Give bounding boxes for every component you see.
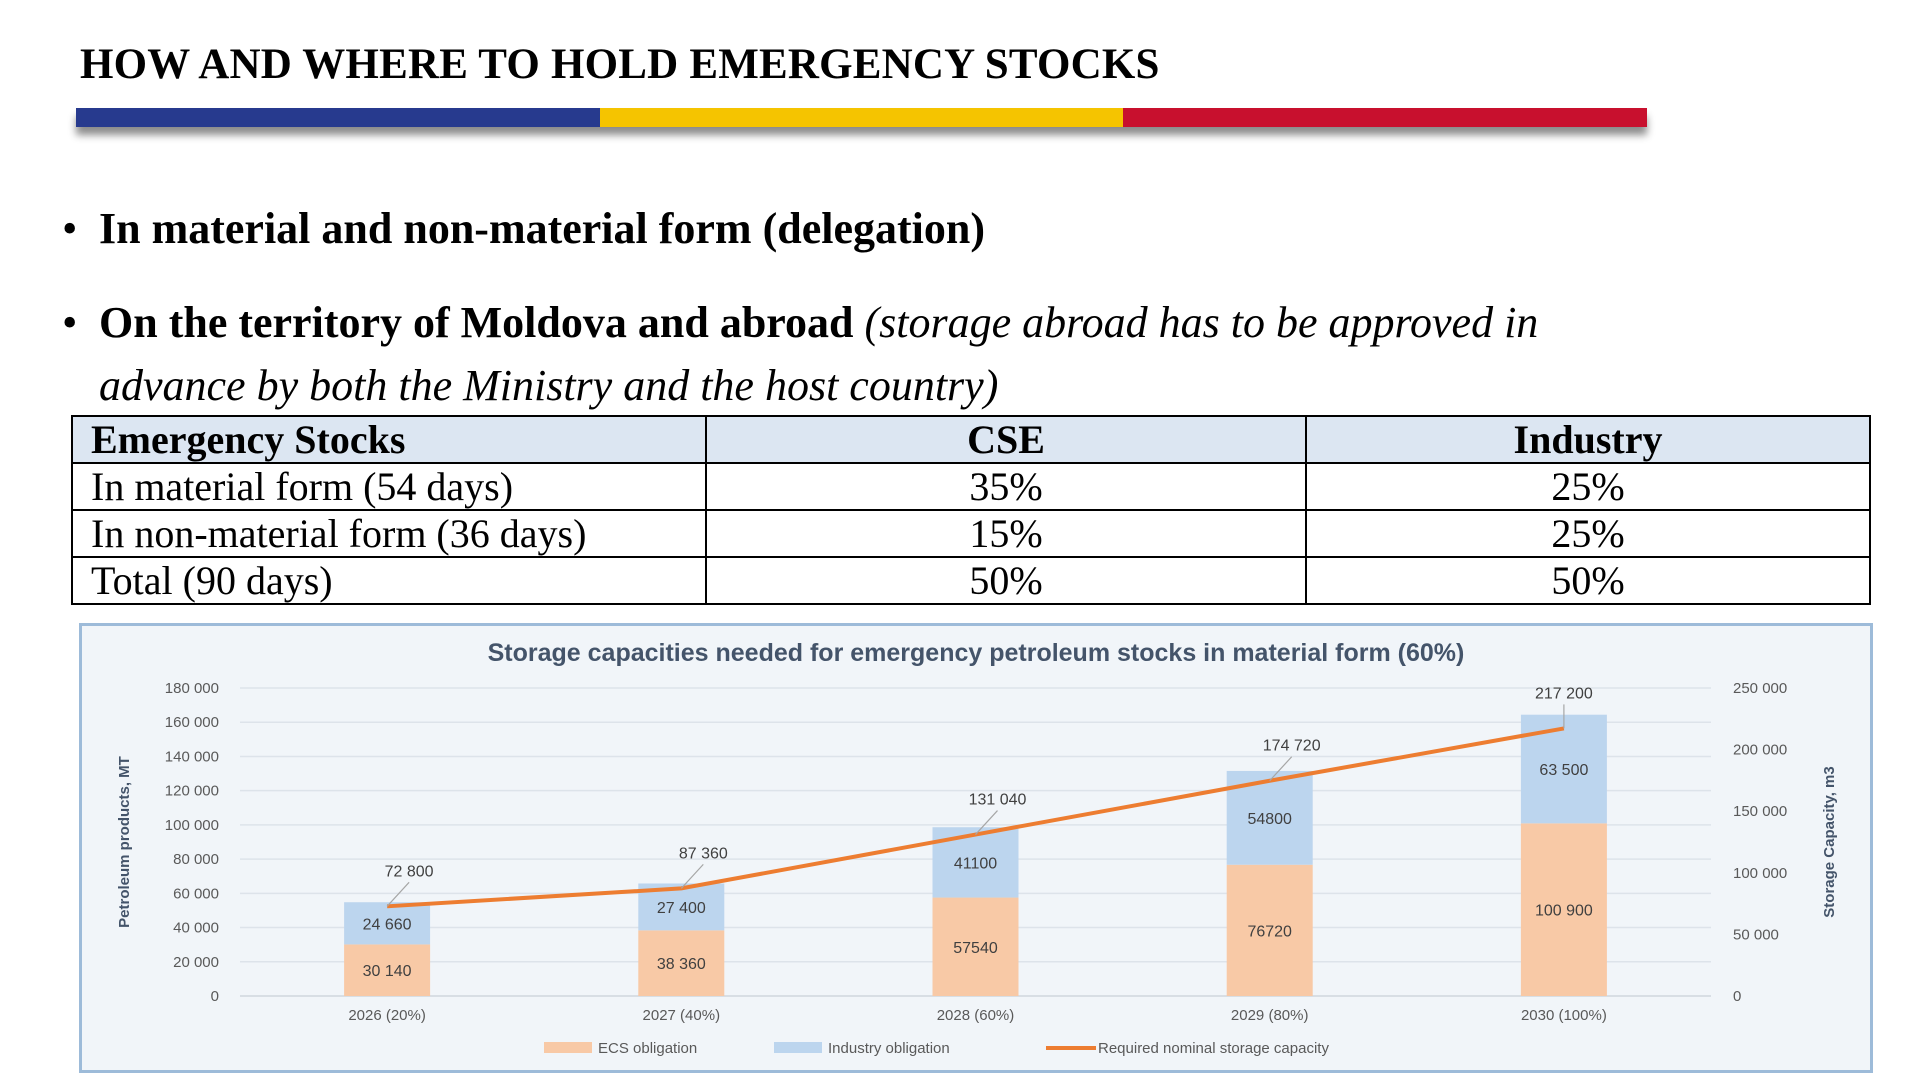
bar-ecs-obligation [638,930,725,996]
y-tick-label: 180 000 [165,680,219,697]
table-cell: 25% [1305,462,1871,511]
y2-axis-label: Storage Capacity, m3 [1821,766,1838,917]
y-tick-label: 60 000 [173,885,219,902]
table-cell: Total (90 days) [71,556,707,605]
data-label-leader [680,863,704,889]
y2-tick-label: 100 000 [1733,865,1787,882]
bullet-2-note-cont: advance by both the Ministry and the hos… [99,361,999,410]
table-cell: 50% [1305,556,1871,605]
y-axis-label: Petroleum products, MT [116,756,133,928]
header-cell: CSE [705,415,1307,464]
bullet-2-note: (storage abroad has to be approved in [864,298,1539,347]
y-tick-label: 160 000 [165,714,219,731]
bar-ecs-obligation [344,944,431,996]
table-cell: 35% [705,462,1307,511]
y2-tick-label: 50 000 [1733,926,1779,943]
data-label-leader [386,881,410,907]
line-data-label: 131 040 [969,792,1027,809]
bar-data-label: 38 360 [657,956,706,973]
bullet-dot: • [62,204,78,253]
bar-ecs-obligation [1226,864,1313,996]
y2-tick-label: 150 000 [1733,803,1787,820]
bullet-2-text: On the territory of Moldova and abroad [99,298,854,347]
line-data-label: 217 200 [1535,685,1593,702]
table-header-row: Emergency Stocks CSE Industry [71,415,1871,464]
table-cell: In material form (54 days) [71,462,707,511]
bar-data-label: 24 660 [363,916,412,933]
stripe-blue [76,108,600,127]
x-tick-label: 2030 (100%) [1521,1007,1607,1024]
bar-data-label: 54800 [1247,811,1292,828]
legend-label: Required nominal storage capacity [1098,1040,1329,1057]
bar-ecs-obligation [932,897,1019,996]
bar-data-label: 63 500 [1539,762,1588,779]
legend-label: ECS obligation [598,1040,697,1057]
stripe-yellow [599,108,1124,127]
bar-data-label: 30 140 [363,963,412,980]
table-cell: 50% [705,556,1307,605]
y2-tick-label: 250 000 [1733,680,1787,697]
y-tick-label: 0 [211,988,219,1005]
table-cell: In non-material form (36 days) [71,509,707,558]
bar-data-label: 57540 [953,940,998,957]
legend-swatch [544,1042,592,1053]
stripe-red [1123,108,1648,127]
legend-swatch [774,1042,822,1053]
y-tick-label: 100 000 [165,817,219,834]
y-tick-label: 40 000 [173,920,219,937]
x-tick-label: 2026 (20%) [348,1007,426,1024]
header-cell: Emergency Stocks [71,415,707,464]
x-tick-label: 2029 (80%) [1231,1007,1309,1024]
table-cell: 25% [1305,509,1871,558]
table-row: Total (90 days) 50% 50% [71,556,1871,605]
table-row: In non-material form (36 days) 15% 25% [71,509,1871,558]
slide-title: HOW AND WHERE TO HOLD EMERGENCY STOCKS [80,41,1160,88]
bar-data-label: 100 900 [1535,903,1593,920]
line-data-label: 174 720 [1263,738,1321,755]
y2-tick-label: 0 [1733,988,1741,1005]
table-row: In material form (54 days) 35% 25% [71,462,1871,511]
bar-industry-obligation [344,902,431,945]
chart-title: Storage capacities needed for emergency … [488,639,1465,667]
bullet-dot: • [62,298,78,347]
y2-tick-label: 200 000 [1733,742,1787,759]
y-tick-label: 120 000 [165,783,219,800]
y-tick-label: 20 000 [173,954,219,971]
legend-label: Industry obligation [828,1040,950,1057]
header-cell: Industry [1305,415,1871,464]
emergency-stocks-table: Emergency Stocks CSE Industry In materia… [71,415,1871,605]
data-label-leader [975,810,998,835]
x-tick-label: 2028 (60%) [937,1007,1015,1024]
line-data-label: 87 360 [679,845,728,862]
x-tick-label: 2027 (40%) [643,1007,721,1024]
table-cell: 15% [705,509,1307,558]
storage-capacity-chart: Storage capacities needed for emergency … [79,623,1873,1073]
y-tick-label: 140 000 [165,748,219,765]
bar-data-label: 76720 [1247,923,1292,940]
bar-ecs-obligation [1520,823,1607,996]
chart-canvas: Storage capacities needed for emergency … [116,639,1838,1057]
data-label-leader [1269,756,1293,782]
title-underline-stripe [76,108,1648,127]
y-tick-label: 80 000 [173,851,219,868]
bar-data-label: 41100 [954,855,997,872]
bullet-1-text: In material and non-material form (deleg… [99,204,985,253]
bar-data-label: 27 400 [657,900,706,917]
line-data-label: 72 800 [385,863,434,880]
